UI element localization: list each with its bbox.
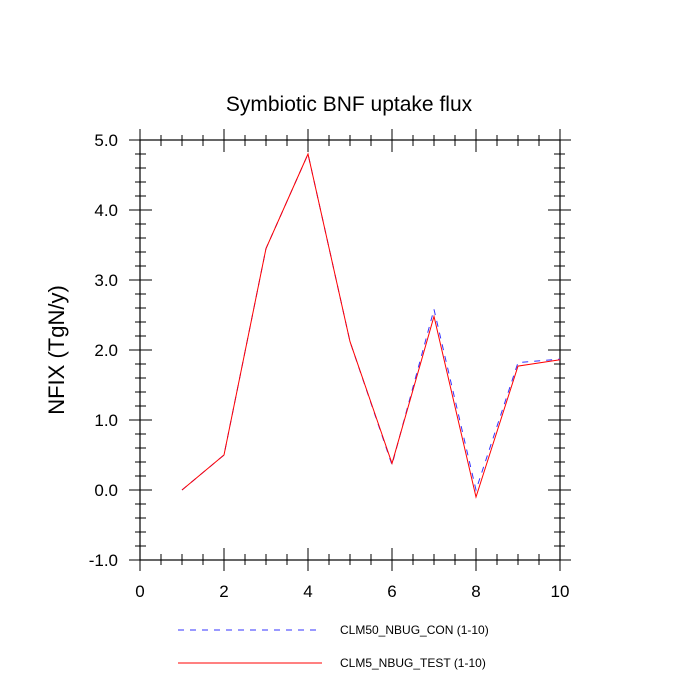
y-tick-label: 2.0	[94, 341, 118, 360]
y-axis-label: NFIX (TgN/y)	[44, 285, 69, 415]
axis-ticks	[129, 129, 571, 571]
legend-label-2: CLM5_NBUG_TEST (1-10)	[340, 656, 486, 670]
y-tick-label: 0.0	[94, 481, 118, 500]
series-line-2	[181, 152, 561, 499]
axis-tick-labels: 0 2 4 6 8 10 -1.0 0.0 1.0 2.0 3.0 4.0 5.0	[89, 131, 570, 601]
y-tick-label: 4.0	[94, 201, 118, 220]
y-tick-label: 5.0	[94, 131, 118, 150]
y-tick-label: 1.0	[94, 411, 118, 430]
series-line-1	[181, 152, 561, 492]
x-tick-label: 2	[219, 582, 228, 601]
x-tick-label: 10	[551, 582, 570, 601]
legend-label-1: CLM50_NBUG_CON (1-10)	[340, 623, 489, 637]
chart-title: Symbiotic BNF uptake flux	[226, 93, 473, 116]
y-tick-label: -1.0	[89, 551, 118, 570]
x-tick-label: 6	[387, 582, 396, 601]
plot-frame	[139, 139, 561, 561]
legend: CLM50_NBUG_CON (1-10) CLM5_NBUG_TEST (1-1…	[178, 623, 489, 670]
y-tick-label: 3.0	[94, 271, 118, 290]
x-tick-label: 8	[471, 582, 480, 601]
series-lines	[181, 152, 561, 499]
x-tick-label: 0	[135, 582, 144, 601]
x-tick-label: 4	[303, 582, 312, 601]
